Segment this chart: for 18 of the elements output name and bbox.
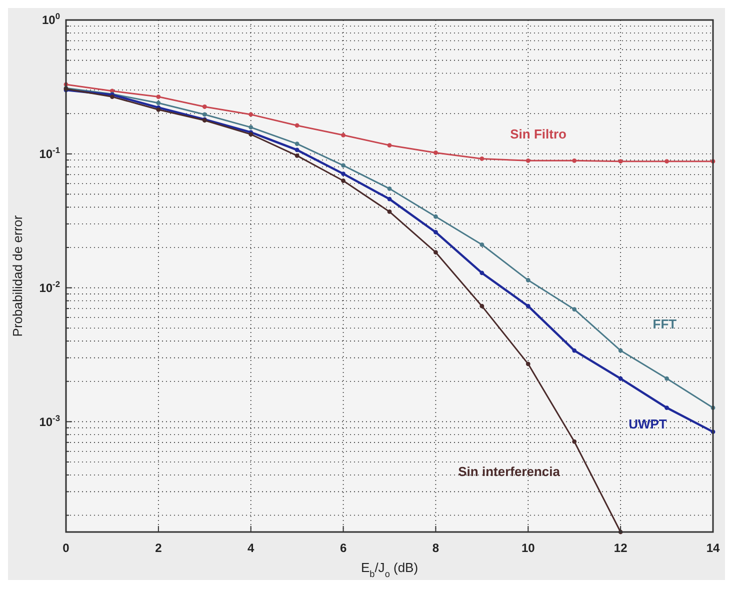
- x-tick-label: 6: [340, 541, 347, 555]
- y-tick-label: 10$^{-3}$: [39, 412, 60, 429]
- x-tick-label: 4: [248, 541, 255, 555]
- x-tick-label: 12: [614, 541, 628, 555]
- x-axis-title: E$_{b}$/J$_{o}$ (dB): [360, 560, 418, 579]
- y-tick-label: 10$^{-2}$: [39, 278, 60, 295]
- x-tick-label: 14: [706, 541, 720, 555]
- x-tick-label: 0: [62, 541, 70, 555]
- text: FFT: [652, 316, 677, 332]
- x-tick-label: 10: [521, 541, 536, 555]
- y-tick-label: 10$^{-1}$: [39, 145, 60, 162]
- series-label: UWPT: [628, 416, 667, 432]
- series-label: Sin Filtro: [510, 126, 567, 142]
- x-tick-label: 2: [155, 541, 162, 555]
- series-label: Sin interferencia: [458, 464, 561, 479]
- y-axis-title: Probabilidad de error: [10, 214, 25, 337]
- x-tick-label: 8: [432, 541, 440, 555]
- y-tick-label: 10$^{0}$: [42, 11, 60, 28]
